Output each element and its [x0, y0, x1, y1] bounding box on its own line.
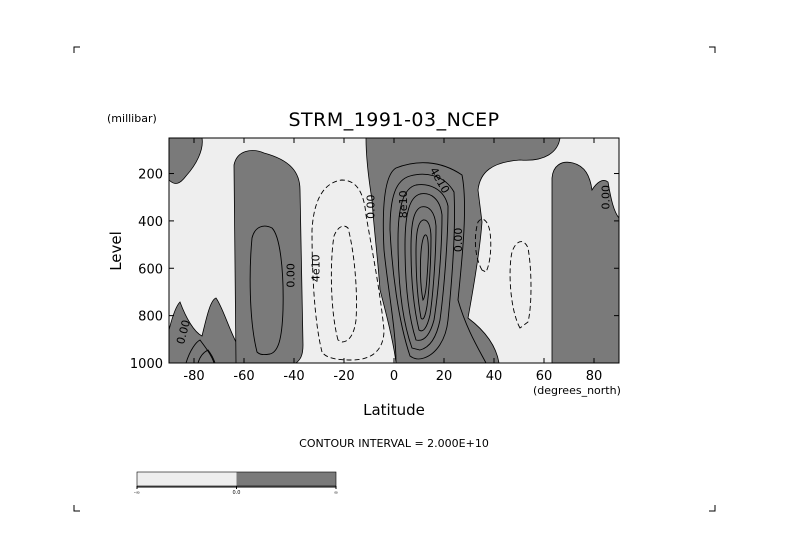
colorbar-label: ∞ [334, 490, 338, 496]
crop-marks [73, 46, 716, 512]
x-tick-label: -40 [283, 369, 304, 384]
contour-4e10 [389, 173, 455, 360]
crop-mark-bottom-right [709, 505, 716, 512]
x-tick-label: 0 [390, 369, 398, 384]
contour-12e10 [415, 219, 432, 320]
chart-title: STRM_1991-03_NCEP [288, 109, 499, 131]
y-tick-label: 800 [138, 310, 163, 325]
colorbar-label: 0.0 [233, 490, 241, 496]
contour-neg-2e10 [311, 179, 385, 361]
positive-contours [185, 162, 487, 363]
y-tick-label: 600 [138, 262, 163, 277]
x-axis-label: Latitude [363, 401, 425, 419]
contour-interval-text: CONTOUR INTERVAL = 2.000E+10 [299, 437, 489, 450]
contour-southern-inner [249, 225, 284, 356]
y-axis-label: Level [107, 231, 125, 271]
y-units-label: (millibar) [107, 112, 157, 125]
x-tick-label: -80 [183, 369, 204, 384]
contour-2e10 [382, 162, 487, 363]
contour-14e10 [419, 234, 429, 302]
x-tick-label: 20 [436, 369, 453, 384]
region-top-left [169, 138, 203, 184]
contour-label: 0.00 [174, 319, 193, 346]
x-tick-label: 80 [586, 369, 603, 384]
contour-label: 8e10 [397, 190, 410, 218]
contour-8e10 [404, 193, 443, 341]
contour-label: 0.00 [365, 194, 378, 219]
x-units-label: (degrees_north) [533, 384, 621, 397]
contour-neg-4e10 [330, 225, 357, 343]
region-northern-cell [551, 161, 619, 363]
colorbar-swatch [137, 472, 237, 486]
colorbar: -∞ 0.0 ∞ [134, 471, 338, 496]
x-tick-label: 60 [536, 369, 553, 384]
crop-mark-top-left [73, 46, 80, 53]
crop-mark-bottom-left [73, 505, 80, 512]
contour-label: 4e10 [310, 254, 323, 282]
x-tick-label: -20 [333, 369, 354, 384]
contour-10e10 [410, 206, 437, 332]
y-tick-label: 400 [138, 215, 163, 230]
y-tick-label: 1000 [130, 357, 163, 372]
y-tick-label: 200 [138, 168, 163, 183]
contour-left-1 [185, 339, 215, 363]
x-tick-label: 40 [486, 369, 503, 384]
colorbar-swatch [236, 472, 336, 486]
plot-area [169, 138, 619, 363]
y-axis: 200 400 600 800 1000 [130, 168, 619, 372]
negative-contours [311, 179, 532, 361]
contour-6e10 [397, 184, 449, 351]
contour-label: 0.00 [285, 263, 298, 288]
crop-mark-top-right [709, 46, 716, 53]
contour-label: 0.00 [600, 185, 613, 210]
contour-label: 0.00 [452, 228, 465, 253]
region-southern-cell [233, 150, 304, 363]
contour-neg-east-2 [509, 241, 532, 329]
contour-left-2 [197, 349, 216, 363]
contour-neg-east-1 [474, 218, 492, 273]
colorbar-label: -∞ [134, 490, 140, 496]
x-axis: -80 -60 -40 -20 0 20 40 60 80 [183, 138, 602, 384]
x-tick-label: -60 [233, 369, 254, 384]
